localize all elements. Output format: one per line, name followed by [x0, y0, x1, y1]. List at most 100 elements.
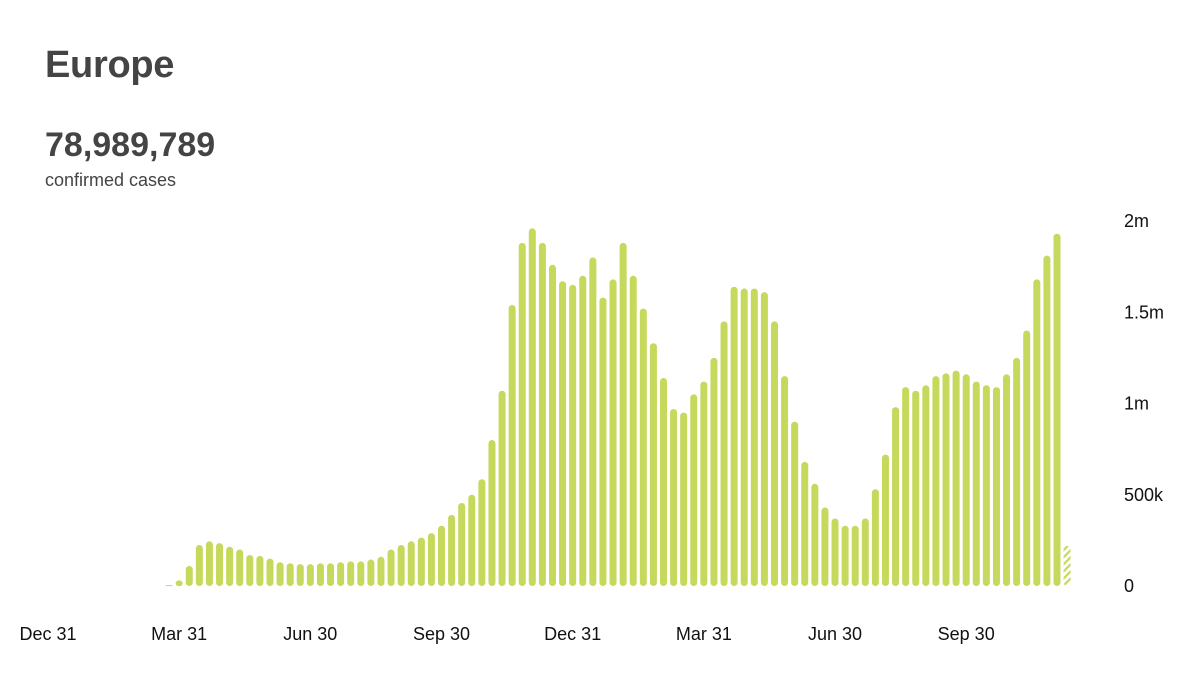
bar [972, 381, 980, 586]
bar [649, 343, 657, 586]
bar [609, 279, 617, 586]
bar [599, 297, 607, 586]
x-tick-label: Jun 30 [283, 624, 337, 644]
bar [982, 385, 990, 586]
bar [952, 370, 960, 586]
bar [316, 563, 324, 586]
x-axis: Dec 31 Mar 31 Jun 30 Sep 30 Dec 31 Mar 31 Jun … [19, 624, 994, 644]
bar [881, 454, 889, 586]
bar [740, 288, 748, 586]
bar [226, 546, 234, 586]
x-tick-label: Jun 30 [808, 624, 862, 644]
bar [195, 544, 203, 586]
bar [659, 377, 667, 586]
bar [1043, 255, 1051, 586]
bar [750, 288, 758, 586]
bar [246, 554, 254, 586]
bar-partial-week [1063, 545, 1071, 586]
bar [639, 308, 647, 586]
bar [791, 421, 799, 586]
bar [841, 525, 849, 586]
bar [286, 563, 294, 586]
x-tick-label: Dec 31 [19, 624, 76, 644]
bar [851, 525, 859, 586]
y-tick-label: 1m [1124, 394, 1149, 414]
x-tick-label: Dec 31 [544, 624, 601, 644]
bar [488, 440, 496, 586]
bar [306, 564, 314, 586]
bar [1003, 374, 1011, 586]
bar [962, 374, 970, 586]
bar [690, 394, 698, 587]
bar [397, 544, 405, 586]
bar [236, 549, 244, 586]
bar [508, 304, 516, 586]
bar [781, 376, 789, 587]
bar [1023, 330, 1031, 586]
bar [892, 407, 900, 586]
bar [498, 390, 506, 586]
x-tick-label: Sep 30 [938, 624, 995, 644]
bar [407, 541, 415, 586]
bar [629, 275, 637, 586]
bar [801, 461, 809, 586]
bar [518, 242, 526, 586]
y-tick-label: 2m [1124, 211, 1149, 231]
bar [932, 376, 940, 587]
bar [760, 292, 768, 586]
bar [256, 555, 264, 586]
bar [770, 321, 778, 587]
bar [458, 502, 466, 586]
bar [1033, 279, 1041, 586]
bar [861, 518, 869, 586]
bar [680, 412, 688, 587]
y-tick-label: 500k [1124, 485, 1164, 505]
bar [216, 543, 224, 586]
bars-group [165, 228, 1071, 587]
bar [528, 228, 536, 587]
bar [871, 489, 879, 586]
bar [912, 390, 920, 586]
bar [811, 483, 819, 586]
chart-title: Europe [45, 44, 175, 86]
bar [922, 385, 930, 586]
bar [387, 549, 395, 586]
bar [619, 242, 627, 586]
bar [579, 275, 587, 586]
bar [296, 564, 304, 586]
bar [831, 518, 839, 586]
bar [438, 525, 446, 586]
bar [427, 533, 435, 586]
bar [670, 408, 678, 586]
y-tick-label: 0 [1124, 576, 1134, 596]
bar [902, 387, 910, 586]
y-axis: 0 500k 1m 1.5m 2m [1124, 211, 1164, 596]
bar [569, 284, 577, 587]
bar [992, 387, 1000, 586]
bar [730, 286, 738, 586]
bar [1053, 233, 1061, 586]
bar [417, 537, 425, 586]
bar [821, 507, 829, 586]
chart-header: Europe [45, 44, 174, 87]
bar [327, 563, 335, 586]
bar [347, 561, 355, 586]
bar [478, 479, 486, 586]
bar [175, 580, 183, 586]
bar [185, 565, 193, 586]
bar [448, 514, 456, 586]
y-tick-label: 1.5m [1124, 302, 1164, 322]
bar [205, 541, 213, 586]
bar [468, 494, 476, 586]
total-cases-value: 78,989,789 [45, 126, 216, 164]
x-tick-label: Sep 30 [413, 624, 470, 644]
bar [538, 242, 546, 586]
bar [377, 556, 385, 586]
bar [1013, 357, 1021, 587]
bar [700, 381, 708, 586]
bar [559, 281, 567, 586]
bar [266, 558, 274, 587]
bar [165, 585, 173, 587]
x-tick-label: Mar 31 [676, 624, 732, 644]
